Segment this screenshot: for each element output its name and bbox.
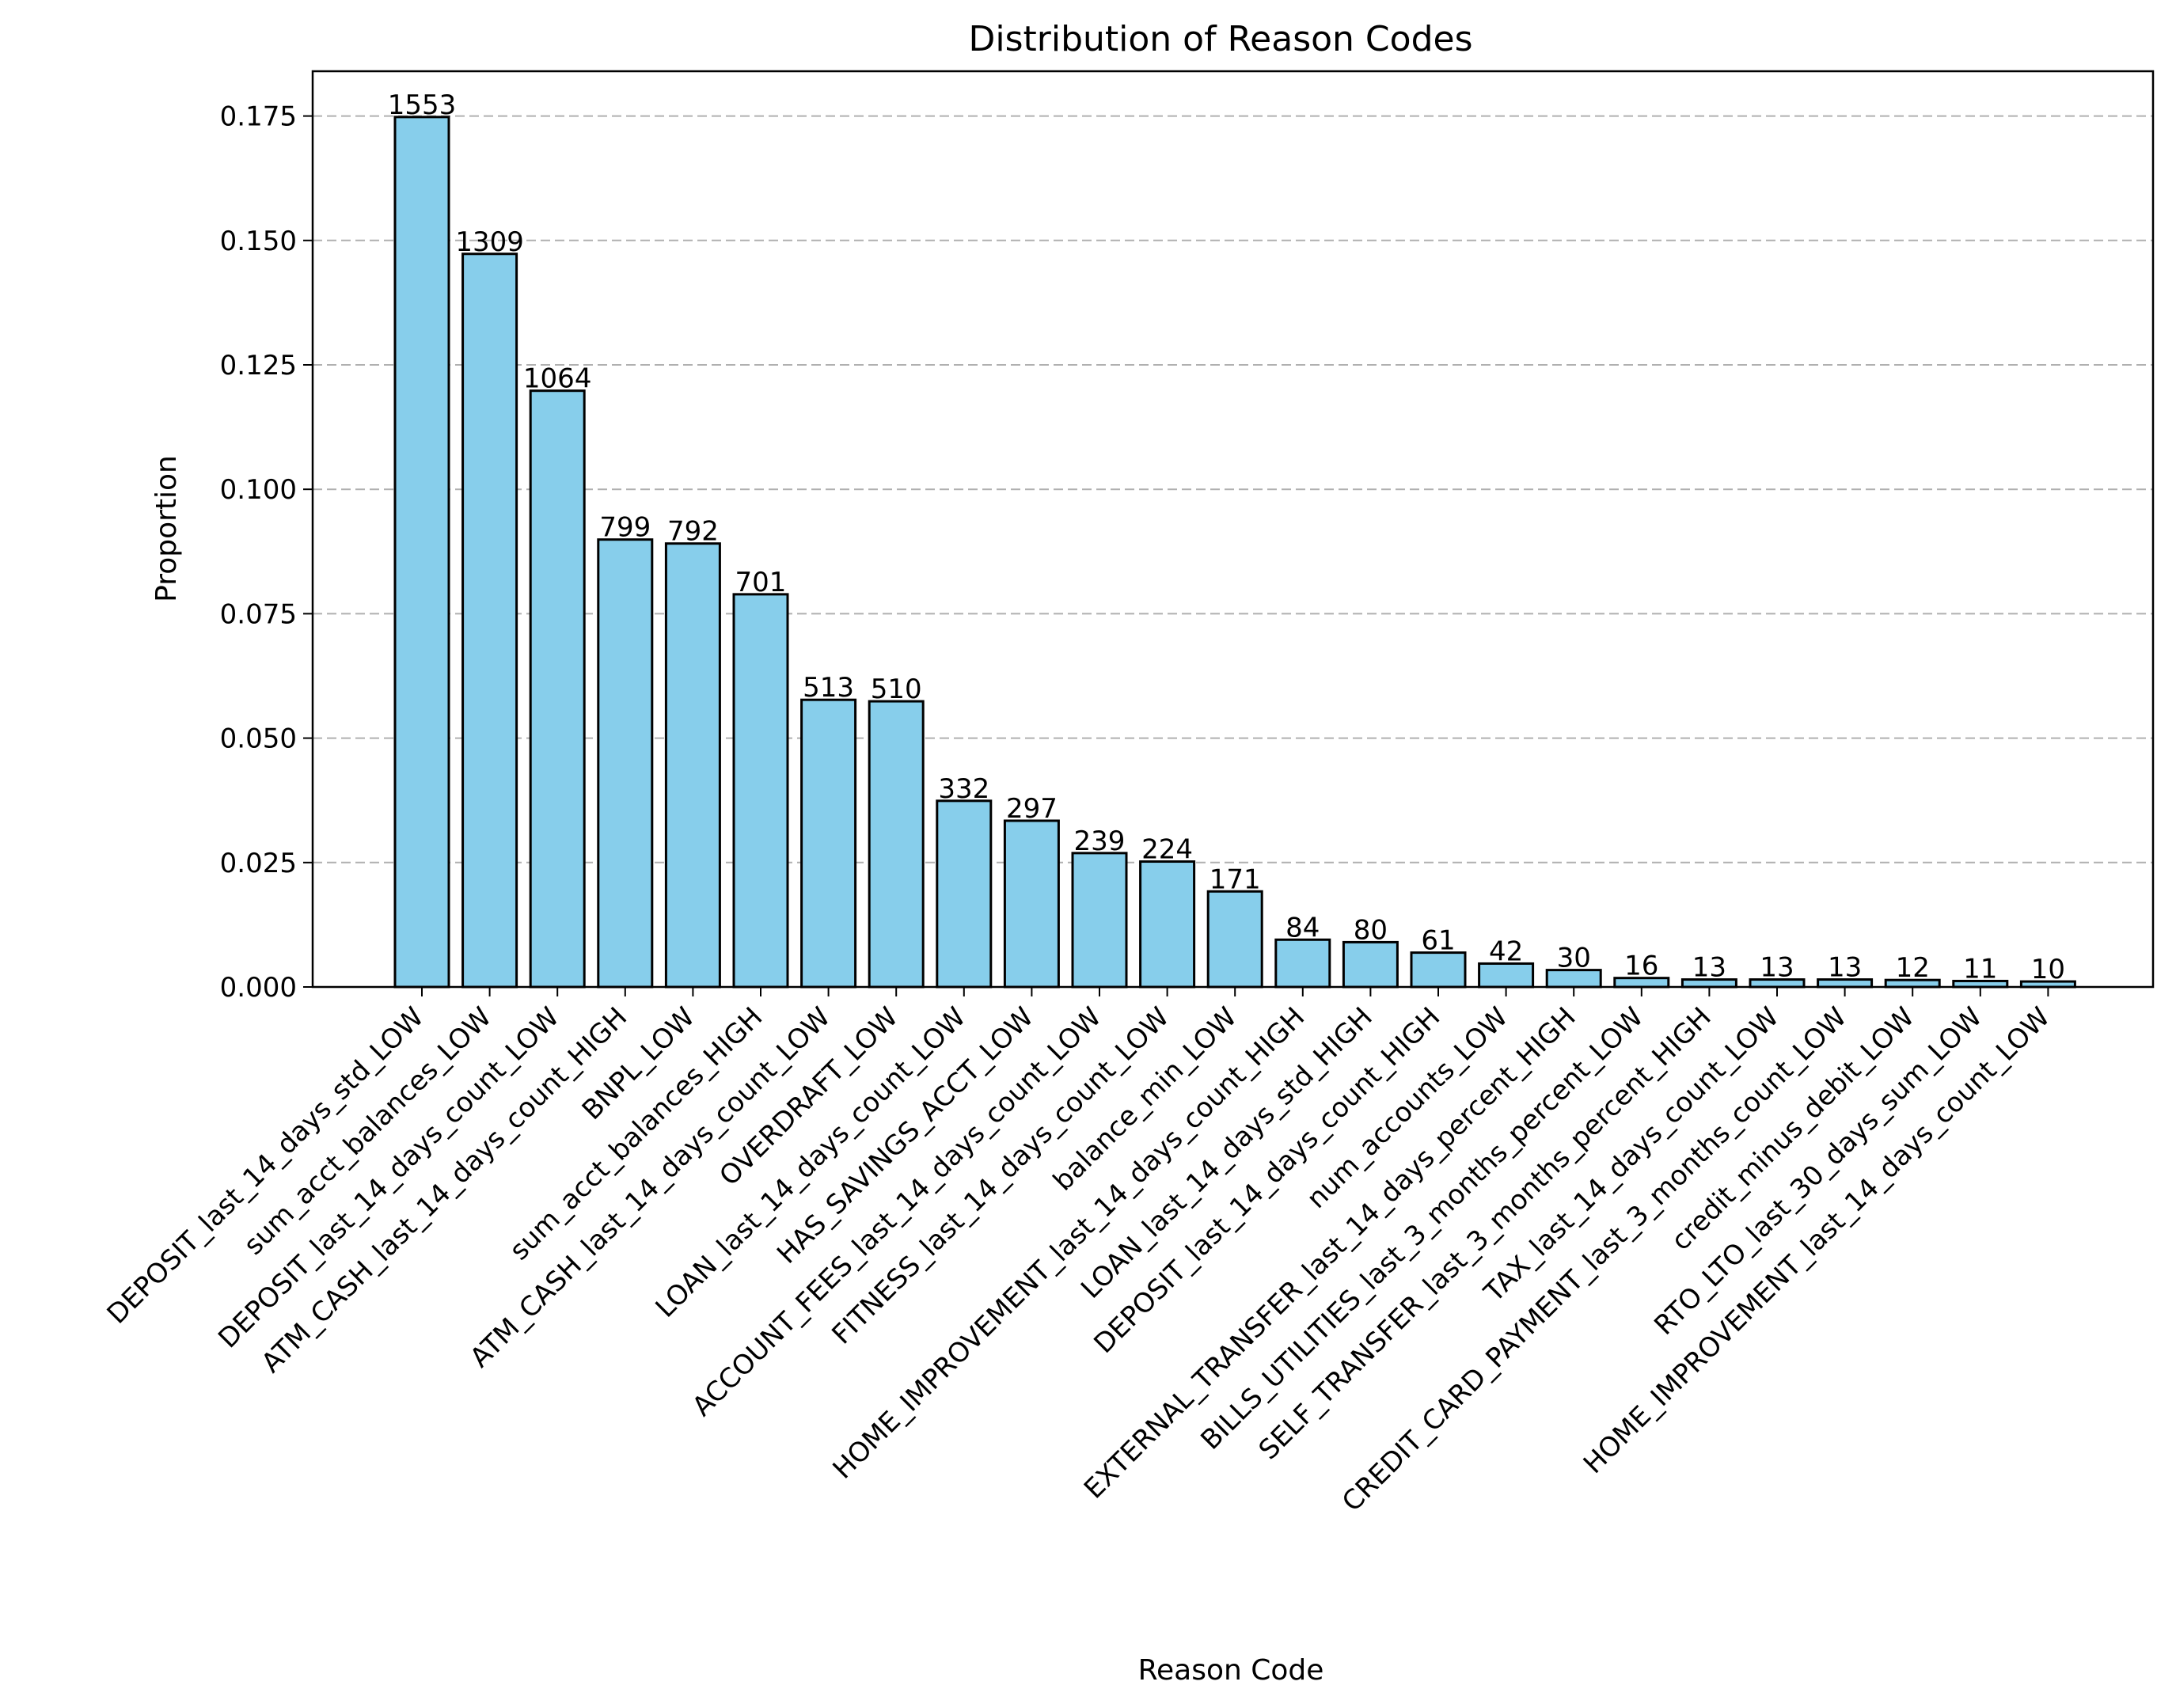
bar (800, 698, 857, 989)
y-axis-label: Proportion (150, 455, 183, 602)
bar-count-label: 13 (1692, 952, 1726, 984)
bar-count-label: 1553 (388, 89, 457, 121)
plot-frame (311, 70, 2155, 989)
y-gridlines (313, 115, 2153, 863)
bar (597, 538, 654, 989)
bar (1342, 940, 1399, 989)
bar-count-label: 1309 (455, 226, 524, 258)
bar (529, 389, 586, 989)
bar-count-label: 61 (1421, 925, 1455, 957)
bar-count-label: 30 (1557, 943, 1591, 974)
x-axis-label: Reason Code (1138, 1654, 1324, 1687)
y-tick-label: 0.150 (220, 226, 297, 257)
bar-count-label: 10 (2031, 954, 2065, 985)
bar-count-label: 11 (1963, 953, 1997, 985)
y-tick-label: 0.100 (220, 474, 297, 506)
chart-title: Distribution of Reason Codes (969, 19, 1473, 59)
y-tick-label: 0.000 (220, 972, 297, 1004)
x-axis: DEPOSIT_last_14_days_std_LOWsum_acct_bal… (101, 987, 2056, 1518)
bar (732, 593, 789, 989)
bar (1274, 938, 1331, 989)
bar (868, 700, 925, 989)
bar (393, 116, 450, 989)
y-tick-label: 0.050 (220, 723, 297, 755)
bar-count-label: 12 (1896, 952, 1930, 984)
bar-count-label: 171 (1210, 863, 1261, 895)
y-tick-label: 0.075 (220, 598, 297, 630)
bar (936, 799, 993, 989)
bar-count-label: 224 (1141, 834, 1193, 866)
bar-count-label: 16 (1624, 951, 1658, 982)
bar-count-label: 297 (1006, 793, 1058, 825)
bar-count-label: 239 (1074, 826, 1126, 857)
bar (1003, 819, 1060, 989)
bar (664, 542, 721, 989)
y-tick-label: 0.125 (220, 350, 297, 381)
y-tick-label: 0.175 (220, 101, 297, 133)
bar-count-label: 80 (1354, 914, 1388, 946)
bar-count-label: 332 (938, 773, 989, 805)
bar-count-label: 799 (599, 512, 651, 544)
bar (1139, 860, 1196, 989)
bar-count-label: 1064 (523, 363, 592, 395)
bar-count-label: 13 (1760, 952, 1794, 984)
bar-count-label: 13 (1828, 952, 1862, 984)
bar (1410, 951, 1467, 989)
bar-count-label: 701 (735, 567, 787, 598)
bar (1071, 852, 1128, 989)
y-tick-label: 0.025 (220, 848, 297, 879)
bar-count-label: 792 (667, 516, 719, 548)
bar-count-label: 42 (1489, 936, 1523, 967)
bar-value-labels: 1553 1309 1064 799 792 701 513 510 332 297 239 224 1… (388, 89, 2065, 985)
bar (461, 252, 518, 989)
bar-count-label: 513 (803, 672, 854, 704)
bar-count-label: 510 (871, 674, 922, 705)
bar (1206, 890, 1263, 989)
y-axis: 0.000 0.025 0.050 0.075 0.100 0.125 0.150 0.175 (220, 101, 313, 1004)
bars (393, 116, 2076, 989)
bar-count-label: 84 (1285, 912, 1320, 943)
